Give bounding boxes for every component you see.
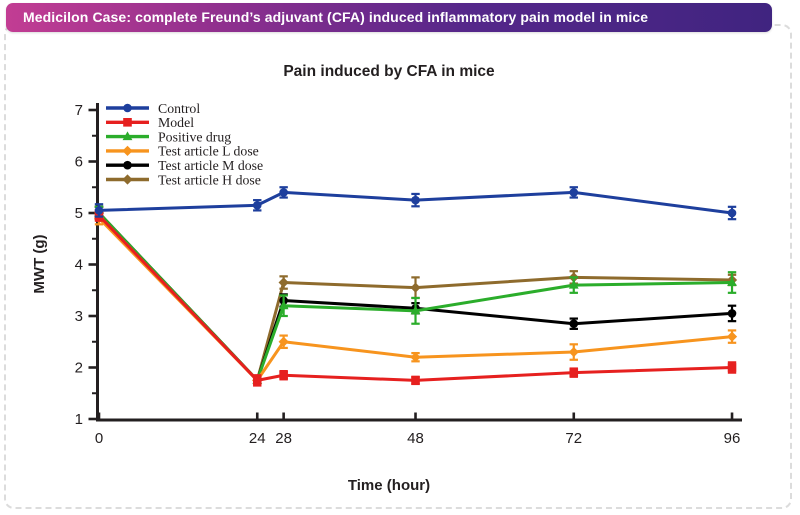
y-tick-label: 5 bbox=[75, 205, 83, 222]
y-tick-label: 6 bbox=[75, 154, 83, 171]
data-point-marker bbox=[726, 331, 738, 342]
legend-item: Test article L dose bbox=[106, 144, 259, 159]
x-tick-label: 24 bbox=[249, 430, 266, 447]
data-point-marker bbox=[279, 188, 288, 197]
data-point-marker bbox=[411, 195, 420, 205]
y-tick-label: 7 bbox=[75, 102, 83, 119]
x-tick-label: 72 bbox=[565, 430, 582, 447]
data-point-marker bbox=[568, 279, 579, 289]
legend-marker-icon bbox=[123, 118, 132, 127]
legend-label: Test article L dose bbox=[158, 144, 259, 159]
case-banner: Medicilon Case: complete Freund’s adjuva… bbox=[6, 3, 772, 32]
series-control bbox=[94, 186, 737, 221]
data-point-marker bbox=[727, 277, 737, 287]
legend-marker-icon bbox=[122, 131, 133, 141]
y-tick-label: 4 bbox=[75, 257, 83, 274]
legend-item: Control bbox=[106, 101, 200, 116]
case-banner-title: Medicilon Case: complete Freund’s adjuva… bbox=[23, 9, 649, 25]
legend-label: Test article H dose bbox=[158, 172, 261, 187]
y-tick-label: 1 bbox=[75, 411, 83, 428]
data-point-marker bbox=[252, 376, 262, 385]
chart-title: Pain induced by CFA in mice bbox=[283, 63, 495, 80]
data-point-marker bbox=[279, 370, 288, 380]
x-tick-label: 0 bbox=[95, 430, 103, 447]
data-point-marker bbox=[727, 208, 737, 218]
data-point-marker bbox=[410, 305, 421, 315]
x-axis-label: Time (hour) bbox=[348, 477, 430, 494]
legend-item: Positive drug bbox=[106, 129, 231, 144]
legend-marker-icon bbox=[122, 145, 133, 156]
data-point-marker bbox=[278, 300, 289, 310]
data-point-marker bbox=[569, 368, 579, 377]
data-point-marker bbox=[94, 206, 104, 215]
y-axis-label: MWT (g) bbox=[31, 234, 48, 293]
y-tick-label: 2 bbox=[75, 360, 83, 377]
legend-label: Model bbox=[158, 115, 194, 130]
data-point-marker bbox=[410, 282, 421, 293]
legend-item: Test article H dose bbox=[106, 172, 261, 187]
data-point-marker bbox=[569, 188, 579, 197]
plot-area: 1 2 3 4 5 6 7 0 24 28 48 72 96 bbox=[75, 102, 742, 447]
legend-label: Positive drug bbox=[158, 129, 231, 144]
data-point-marker bbox=[278, 277, 289, 288]
series-line bbox=[98, 190, 733, 215]
legend-marker-icon bbox=[122, 174, 133, 185]
data-point-marker bbox=[569, 319, 579, 329]
x-tick-label: 48 bbox=[407, 430, 424, 447]
data-point-marker bbox=[568, 346, 579, 358]
legend-item: Test article M dose bbox=[106, 158, 263, 173]
data-point-marker bbox=[727, 363, 737, 372]
legend-label: Control bbox=[158, 101, 200, 116]
y-tick-label: 3 bbox=[75, 308, 83, 325]
data-point-marker bbox=[727, 309, 737, 318]
legend-marker-icon bbox=[123, 103, 132, 113]
data-point-marker bbox=[410, 352, 421, 363]
legend-marker-icon bbox=[123, 160, 132, 170]
x-tick-label: 96 bbox=[724, 430, 741, 447]
data-point-marker bbox=[278, 336, 289, 347]
data-point-marker bbox=[252, 200, 262, 210]
legend-label: Test article M dose bbox=[158, 158, 263, 173]
legend-item: Model bbox=[106, 115, 194, 130]
data-point-marker bbox=[411, 376, 420, 385]
x-tick-label: 28 bbox=[275, 430, 292, 447]
case-card bbox=[4, 24, 792, 509]
series-line bbox=[97, 214, 733, 382]
